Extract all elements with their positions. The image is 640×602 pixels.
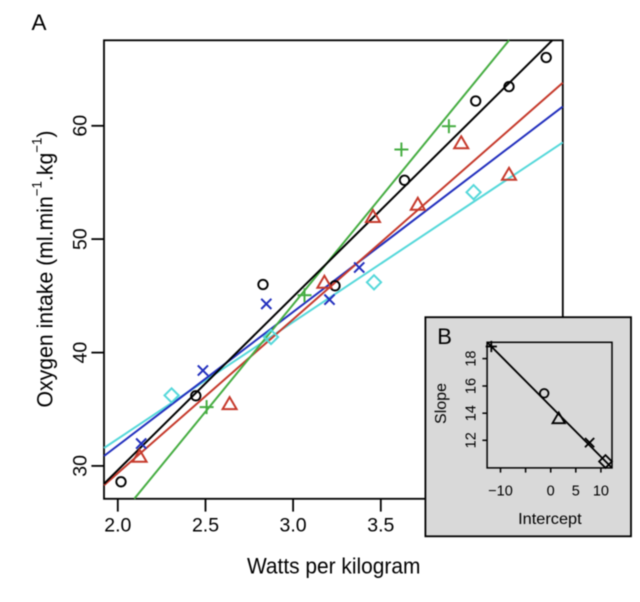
svg-text:B: B [437,324,452,349]
svg-text:40: 40 [70,342,92,364]
svg-text:A: A [32,10,47,35]
svg-text:2.0: 2.0 [104,514,131,536]
svg-text:16: 16 [464,378,480,394]
svg-text:Watts per kilogram: Watts per kilogram [247,553,421,578]
svg-text:60: 60 [70,115,92,137]
svg-text:10: 10 [593,483,609,499]
svg-text:18: 18 [464,351,480,367]
svg-text:Oxygen intake (ml.min−1.kg−1): Oxygen intake (ml.min−1.kg−1) [28,131,57,408]
svg-text:0: 0 [547,483,555,499]
svg-text:2.5: 2.5 [192,514,219,536]
svg-text:14: 14 [464,405,480,421]
svg-text:30: 30 [70,455,92,477]
svg-text:3.5: 3.5 [367,514,394,536]
svg-text:−10: −10 [488,483,513,499]
svg-text:12: 12 [464,432,480,448]
svg-text:Intercept: Intercept [518,511,582,528]
svg-text:Slope: Slope [433,383,450,424]
svg-text:50: 50 [70,228,92,250]
svg-text:5: 5 [572,483,580,499]
svg-text:3.0: 3.0 [280,514,307,536]
